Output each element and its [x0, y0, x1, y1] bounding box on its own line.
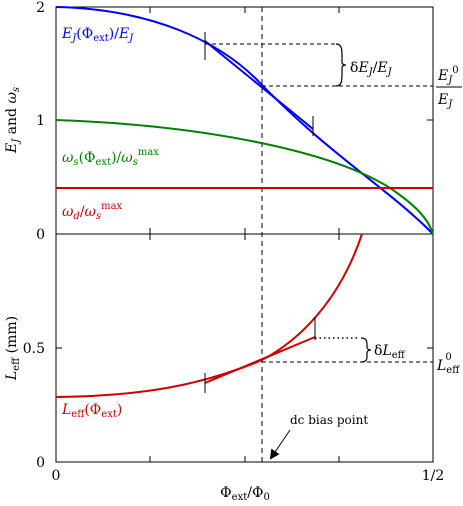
series-omega-d-label: ωd/ωsmax: [62, 201, 123, 222]
y-tick-label-bottom-1: 0.5: [23, 341, 45, 357]
bottom-brace: [360, 337, 372, 363]
delta-ej-label: δEJ/EJ: [350, 60, 393, 78]
x-tick-label-half: 1/2: [422, 468, 445, 484]
y-tick-label-bottom-0: 0: [36, 455, 45, 471]
x-tick-label-0: 0: [52, 468, 61, 484]
y-tick-label-top-0: 0: [36, 227, 45, 243]
series-ej-line: [55, 6, 434, 235]
bottom-y-axis-label: Leff (mm): [4, 316, 22, 381]
series-leff-label: Leff(Φext): [61, 402, 122, 420]
svg-text:EJ: EJ: [437, 92, 453, 110]
delta-leff-label: δLeff: [374, 343, 406, 361]
bottom-tangent-line: [204, 336, 316, 384]
y-tick-label-top-1: 1: [36, 113, 45, 129]
series-ej-label: EJ(Φext)/EJ: [61, 26, 134, 44]
series-omega-s-line: [55, 119, 434, 235]
x-axis-label: Φext/Φ0: [220, 485, 270, 501]
top-y-axis-label: EJ and ωs: [4, 87, 22, 154]
leff0-label: Leff0: [436, 352, 460, 376]
y-tick-label-top-2: 2: [36, 0, 45, 16]
dc-bias-label: dc bias point: [290, 413, 368, 427]
series-omega-s-label: ωs(Φext)/ωsmax: [62, 147, 159, 168]
svg-text:EJ0: EJ0: [437, 65, 459, 86]
tick-marks: [56, 7, 433, 462]
top-tangent-line: [204, 40, 314, 130]
series-leff-line: [55, 233, 363, 398]
top-brace: [335, 43, 347, 87]
dc-bias-arrow: [269, 429, 291, 460]
ej0-fraction-label: EJ0 EJ: [436, 65, 462, 110]
